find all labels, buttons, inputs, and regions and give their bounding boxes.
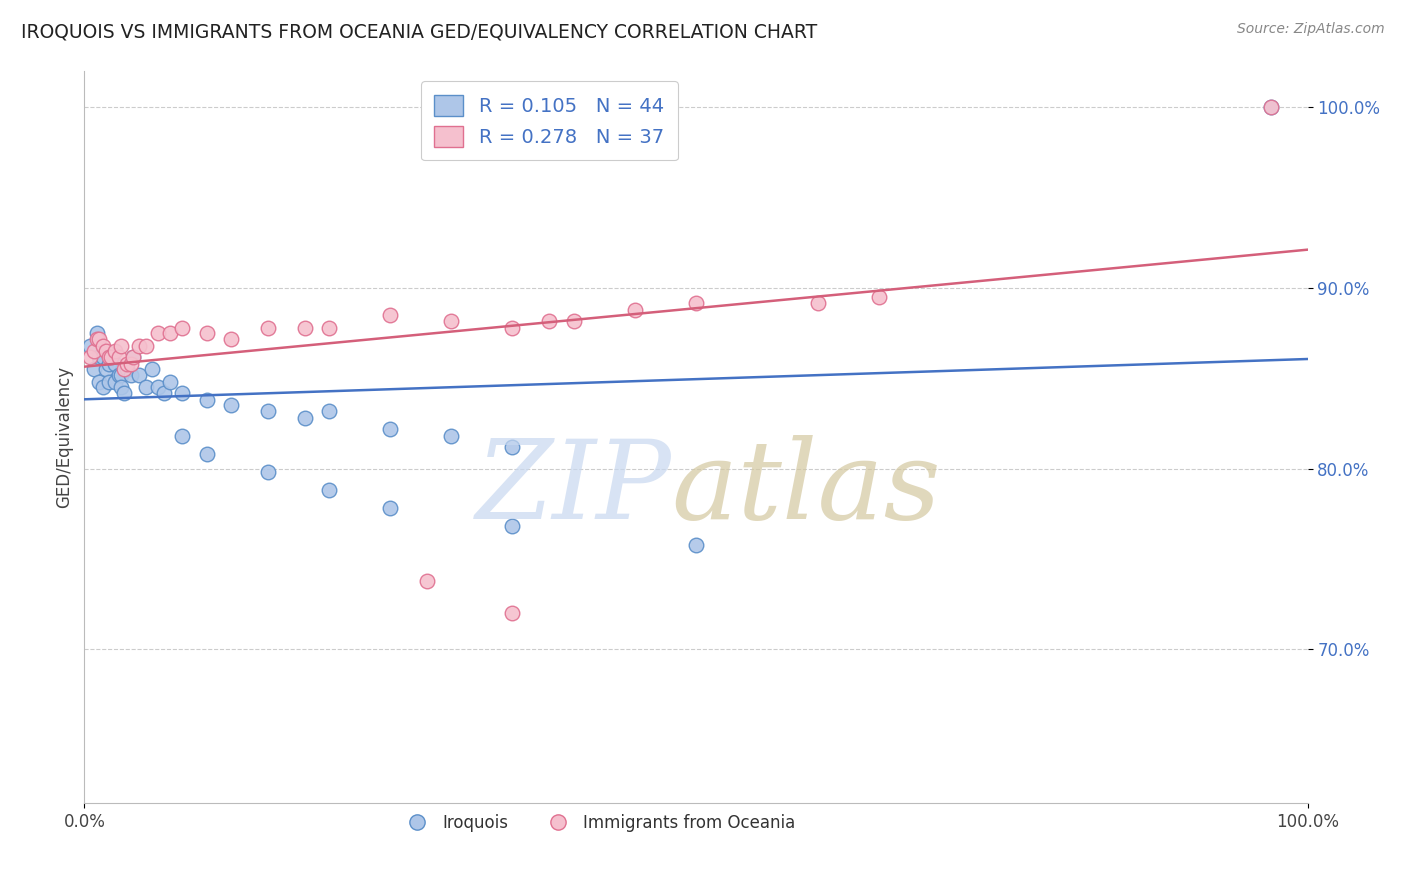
Point <box>685 537 707 551</box>
Point <box>91 350 114 364</box>
Point <box>91 339 114 353</box>
Point <box>257 404 280 418</box>
Point <box>115 357 138 371</box>
Point <box>107 350 129 364</box>
Point <box>83 344 105 359</box>
Point <box>146 380 169 394</box>
Point <box>502 321 524 335</box>
Point <box>172 385 194 400</box>
Point <box>195 326 218 341</box>
Y-axis label: GED/Equivalency: GED/Equivalency <box>55 366 73 508</box>
Point <box>624 302 647 317</box>
Point <box>502 606 524 620</box>
Point <box>416 574 439 588</box>
Point <box>97 375 120 389</box>
Point <box>294 411 316 425</box>
Point <box>120 357 142 371</box>
Point <box>538 313 561 327</box>
Point <box>172 429 194 443</box>
Point <box>91 380 114 394</box>
Point <box>257 465 280 479</box>
Point <box>83 362 105 376</box>
Point <box>318 404 340 418</box>
Point <box>159 375 181 389</box>
Point <box>159 326 181 341</box>
Point <box>502 519 524 533</box>
Text: Source: ZipAtlas.com: Source: ZipAtlas.com <box>1237 22 1385 37</box>
Point <box>87 375 110 389</box>
Point <box>112 362 135 376</box>
Point <box>110 368 132 382</box>
Text: atlas: atlas <box>672 434 941 542</box>
Point <box>153 385 176 400</box>
Point <box>219 332 242 346</box>
Point <box>195 392 218 407</box>
Point <box>869 290 891 304</box>
Point <box>79 350 101 364</box>
Point <box>122 350 145 364</box>
Point <box>257 321 280 335</box>
Point <box>112 385 135 400</box>
Point <box>104 344 127 359</box>
Point <box>128 339 150 353</box>
Point <box>318 483 340 498</box>
Point <box>195 447 218 461</box>
Point <box>107 368 129 382</box>
Point <box>110 380 132 394</box>
Point <box>104 375 127 389</box>
Point <box>96 362 118 376</box>
Text: IROQUOIS VS IMMIGRANTS FROM OCEANIA GED/EQUIVALENCY CORRELATION CHART: IROQUOIS VS IMMIGRANTS FROM OCEANIA GED/… <box>21 22 817 41</box>
Point <box>562 313 585 327</box>
Point <box>380 422 402 436</box>
Point <box>104 357 127 371</box>
Point <box>87 350 110 364</box>
Point <box>685 295 707 310</box>
Point <box>97 357 120 371</box>
Point <box>440 313 463 327</box>
Point <box>135 339 157 353</box>
Point <box>122 350 145 364</box>
Point <box>87 332 110 346</box>
Point <box>115 362 138 376</box>
Point <box>100 350 122 364</box>
Point <box>128 368 150 382</box>
Point <box>100 350 122 364</box>
Point <box>172 321 194 335</box>
Point <box>318 321 340 335</box>
Point <box>146 326 169 341</box>
Point <box>440 429 463 443</box>
Point <box>502 440 524 454</box>
Point <box>79 339 101 353</box>
Point <box>294 321 316 335</box>
Point <box>135 380 157 394</box>
Point <box>219 399 242 413</box>
Point <box>380 308 402 322</box>
Point <box>380 501 402 516</box>
Point <box>120 368 142 382</box>
Point <box>807 295 830 310</box>
Point <box>1260 100 1282 114</box>
Point <box>97 350 120 364</box>
Point <box>1260 100 1282 114</box>
Point <box>141 362 163 376</box>
Legend: Iroquois, Immigrants from Oceania: Iroquois, Immigrants from Oceania <box>394 807 803 838</box>
Point <box>86 326 108 341</box>
Point <box>96 344 118 359</box>
Text: ZIP: ZIP <box>475 434 672 542</box>
Point <box>86 332 108 346</box>
Point <box>110 339 132 353</box>
